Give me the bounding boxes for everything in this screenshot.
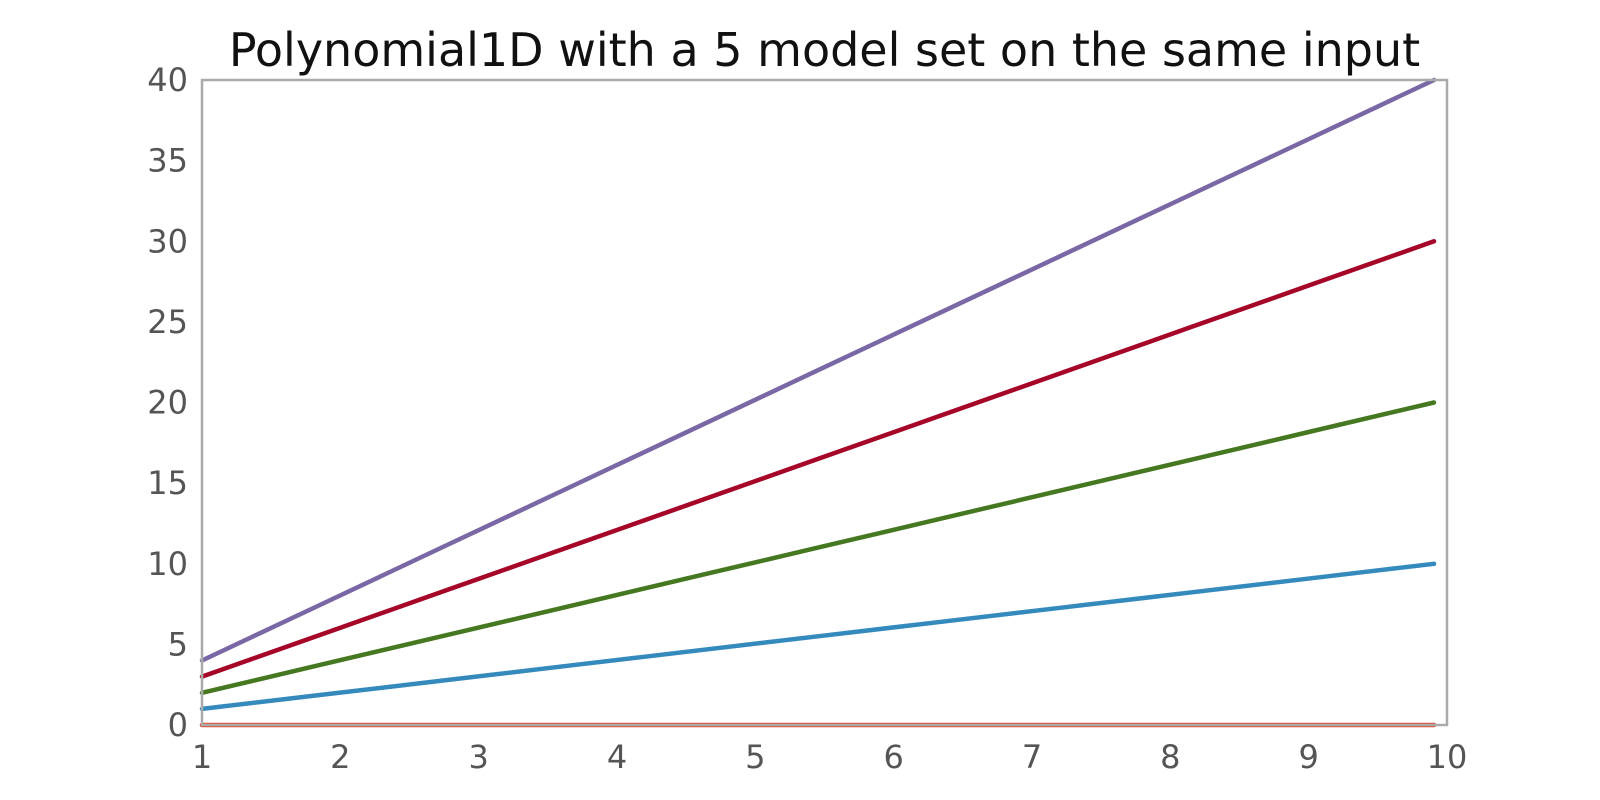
x-tick-label: 6	[883, 738, 903, 776]
y-tick-label: 15	[147, 464, 188, 502]
y-tick-label: 30	[147, 222, 188, 260]
y-tick-label: 35	[147, 142, 188, 180]
series-line-2	[199, 561, 1437, 712]
y-tick-label: 0	[168, 706, 188, 744]
x-axis-ticks: 1 2 3 4 5 6 7 8 9 10	[192, 738, 1468, 776]
x-tick-label: 1	[192, 738, 212, 776]
y-tick-label: 20	[147, 384, 188, 422]
x-tick-label: 2	[330, 738, 350, 776]
x-tick-label: 9	[1298, 738, 1318, 776]
x-tick-label: 5	[745, 738, 765, 776]
series-line-4	[199, 239, 1437, 679]
series-line-5	[199, 77, 1437, 663]
x-tick-label: 7	[1022, 738, 1042, 776]
y-tick-label: 10	[147, 545, 188, 583]
y-tick-label: 25	[147, 303, 188, 341]
plot-frame	[200, 78, 1449, 727]
series-line-3	[199, 400, 1437, 696]
x-tick-label: 8	[1160, 738, 1180, 776]
chart-title: Polynomial1D with a 5 model set on the s…	[229, 23, 1420, 77]
x-tick-label: 10	[1427, 738, 1468, 776]
y-axis-ticks: 0 5 10 15 20 25 30 35 40	[147, 61, 188, 744]
x-tick-label: 4	[607, 738, 627, 776]
x-tick-label: 3	[468, 738, 488, 776]
y-tick-label: 40	[147, 61, 188, 99]
y-tick-label: 5	[168, 625, 188, 663]
series-layer	[199, 77, 1437, 728]
